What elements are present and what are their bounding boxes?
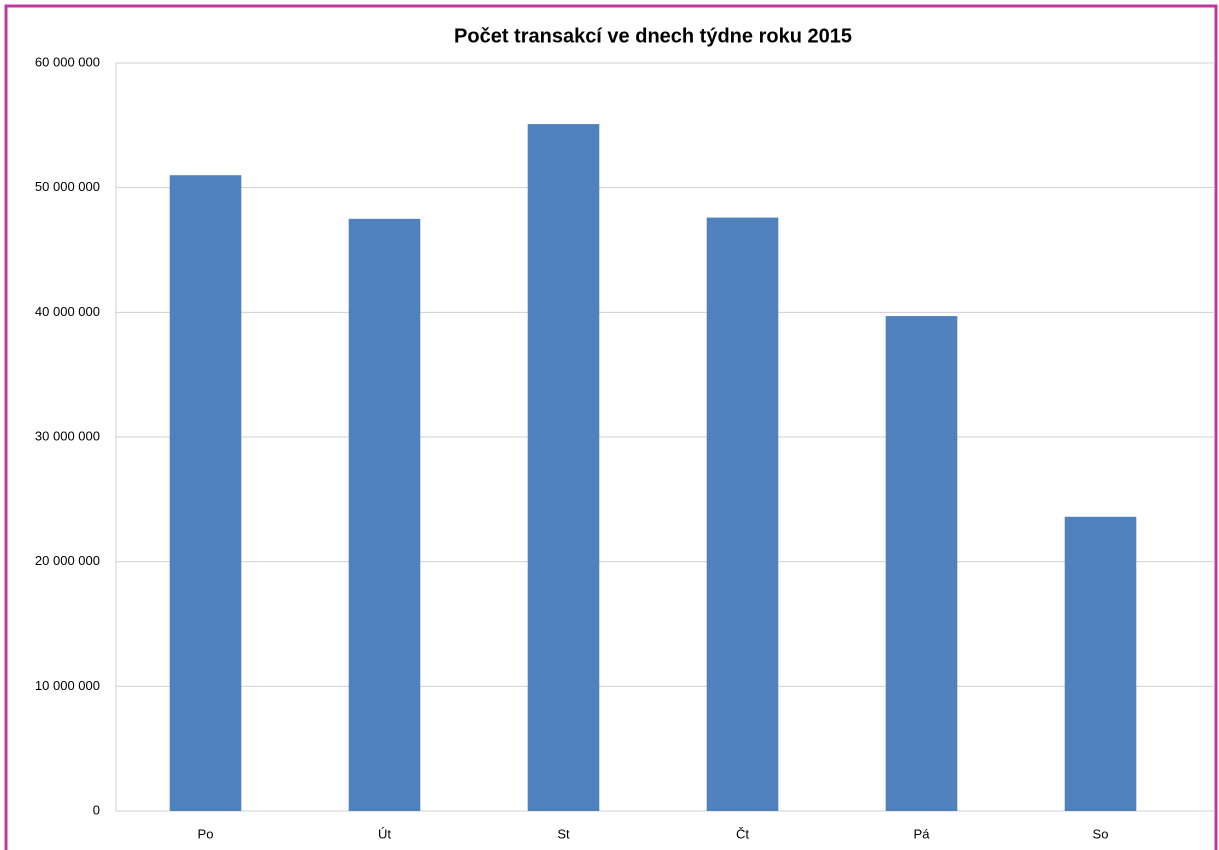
y-tick-label: 30 000 000 — [35, 428, 100, 443]
bar — [348, 218, 421, 812]
bar — [1064, 516, 1137, 811]
x-tick-label: Pá — [914, 826, 931, 841]
y-tick-label: 0 — [93, 802, 100, 817]
y-tick-label: 40 000 000 — [35, 304, 100, 319]
x-tick-label: Út — [378, 826, 391, 841]
bar — [885, 316, 958, 811]
y-tick-label: 20 000 000 — [35, 553, 100, 568]
y-tick-label: 60 000 000 — [35, 54, 100, 69]
bar — [706, 217, 779, 811]
x-tick-label: St — [557, 826, 570, 841]
chart-title: Počet transakcí ve dnech týdne roku 2015 — [454, 25, 852, 47]
x-tick-label: Čt — [736, 826, 749, 841]
bar — [527, 124, 600, 811]
x-tick-label: Po — [198, 826, 214, 841]
y-tick-label: 50 000 000 — [35, 179, 100, 194]
y-tick-label: 10 000 000 — [35, 678, 100, 693]
bar — [169, 175, 242, 811]
x-tick-label: So — [1093, 826, 1109, 841]
